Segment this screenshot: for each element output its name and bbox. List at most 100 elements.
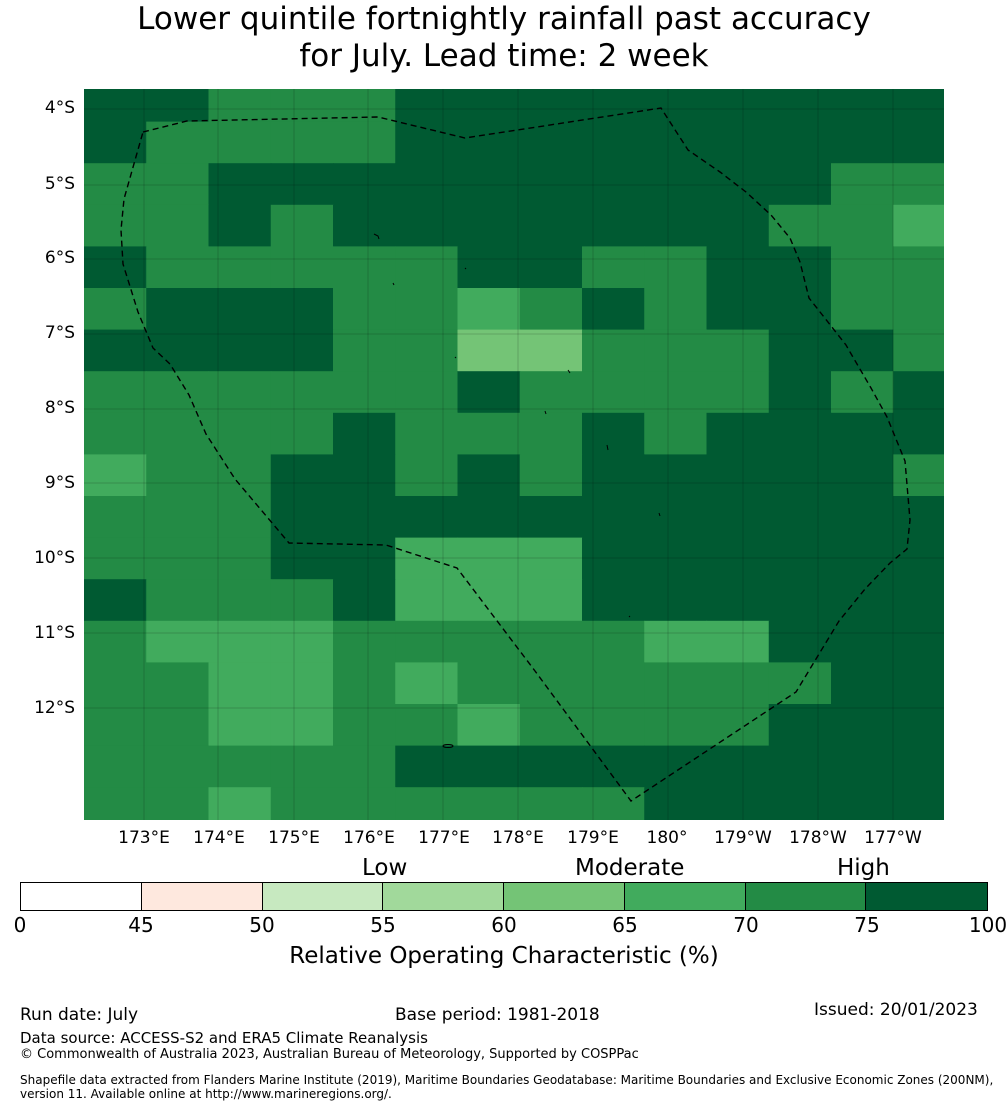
accuracy-cell [644,620,708,663]
accuracy-cell [582,371,645,414]
accuracy-cell [457,246,521,289]
copyright: © Commonwealth of Australia 2023, Austra… [20,1047,639,1062]
accuracy-cell [519,246,583,289]
accuracy-cell [457,89,521,123]
accuracy-cell [831,412,894,455]
accuracy-cell [893,371,944,414]
accuracy-cell [146,704,210,747]
accuracy-cell [146,496,210,539]
accuracy-cell [768,579,832,622]
accuracy-cell [457,620,521,663]
accuracy-cell [146,89,210,123]
accuracy-cell [644,579,708,622]
accuracy-cell [146,620,210,663]
accuracy-cell [333,412,396,455]
accuracy-cell [395,620,459,663]
accuracy-cell [893,496,944,539]
longitude-label: 175°E [268,828,320,848]
accuracy-cell [706,371,770,414]
colorbar-tick-label: 65 [612,913,638,937]
map-title-line-2: for July. Lead time: 2 week [299,38,709,74]
accuracy-cell [831,246,894,289]
accuracy-cell [333,288,396,331]
colorbar-tick-label: 70 [733,913,759,937]
accuracy-cell [333,204,396,247]
accuracy-cell [208,579,272,622]
longitude-label: 177°E [418,828,470,848]
accuracy-cell [706,163,770,206]
accuracy-cell [768,121,832,164]
accuracy-cell [270,620,334,663]
accuracy-cell [706,662,770,705]
colorbar-bin [624,883,746,910]
accuracy-cell [146,246,210,289]
colorbar-tick-label: 75 [854,913,880,937]
latitude-label: 7°S [44,323,75,343]
accuracy-cell [582,454,645,497]
accuracy-cell [644,246,708,289]
accuracy-cell [395,579,459,622]
accuracy-cell [270,787,334,820]
accuracy-cell [582,662,645,705]
accuracy-cell [831,620,894,663]
accuracy-cell [208,163,272,206]
accuracy-cell [768,371,832,414]
accuracy-cell [208,454,272,497]
accuracy-cell [893,89,944,123]
run-date: Run date: July [20,1005,139,1025]
accuracy-cell [270,537,334,580]
base-period: Base period: 1981-2018 [395,1005,600,1025]
accuracy-cell [270,163,334,206]
colorbar-tick-label: 45 [128,913,154,937]
accuracy-cell [893,329,944,372]
accuracy-cell [768,163,832,206]
accuracy-cell [644,787,708,820]
accuracy-cell [831,704,894,747]
accuracy-cell [333,662,396,705]
accuracy-cell [582,121,645,164]
accuracy-cell [457,787,521,820]
colorbar-bin [504,883,625,910]
accuracy-cell [893,288,944,331]
island-outline [454,356,457,359]
accuracy-cell [644,412,708,455]
colorbar-label: Relative Operating Characteristic (%) [289,943,719,969]
issued-date: Issued: 20/01/2023 [814,1000,978,1020]
accuracy-cell [582,288,645,331]
accuracy-cell [644,329,708,372]
accuracy-cell [706,537,770,580]
accuracy-cell [893,579,944,622]
accuracy-cell [333,579,396,622]
accuracy-cell [644,704,708,747]
accuracy-cell [644,204,708,247]
accuracy-cell [582,412,645,455]
accuracy-cell [519,329,583,372]
accuracy-cell [84,704,147,747]
accuracy-cell [395,121,459,164]
accuracy-cell [333,620,396,663]
shapefile-credit-line-2: version 11. Available online at http://w… [20,1087,392,1101]
accuracy-cell [270,371,334,414]
category-high-label: High [837,855,890,881]
data-source: Data source: ACCESS-S2 and ERA5 Climate … [20,1029,428,1047]
accuracy-cell [893,537,944,580]
accuracy-cell [395,412,459,455]
accuracy-cell [768,662,832,705]
accuracy-cell [270,745,334,788]
island-outline [373,233,380,240]
island-outline [658,512,661,517]
accuracy-cell [457,288,521,331]
accuracy-cell [395,204,459,247]
accuracy-cell [333,371,396,414]
colorbar-tick-label: 50 [249,913,275,937]
latitude-label: 12°S [34,698,75,718]
accuracy-cell [270,121,334,164]
accuracy-cell [208,496,272,539]
accuracy-cell [270,704,334,747]
island-outline [392,282,395,286]
accuracy-cell [333,329,396,372]
colorbar-bin [141,883,263,910]
accuracy-cell [146,579,210,622]
accuracy-cell [333,246,396,289]
accuracy-cell [146,371,210,414]
